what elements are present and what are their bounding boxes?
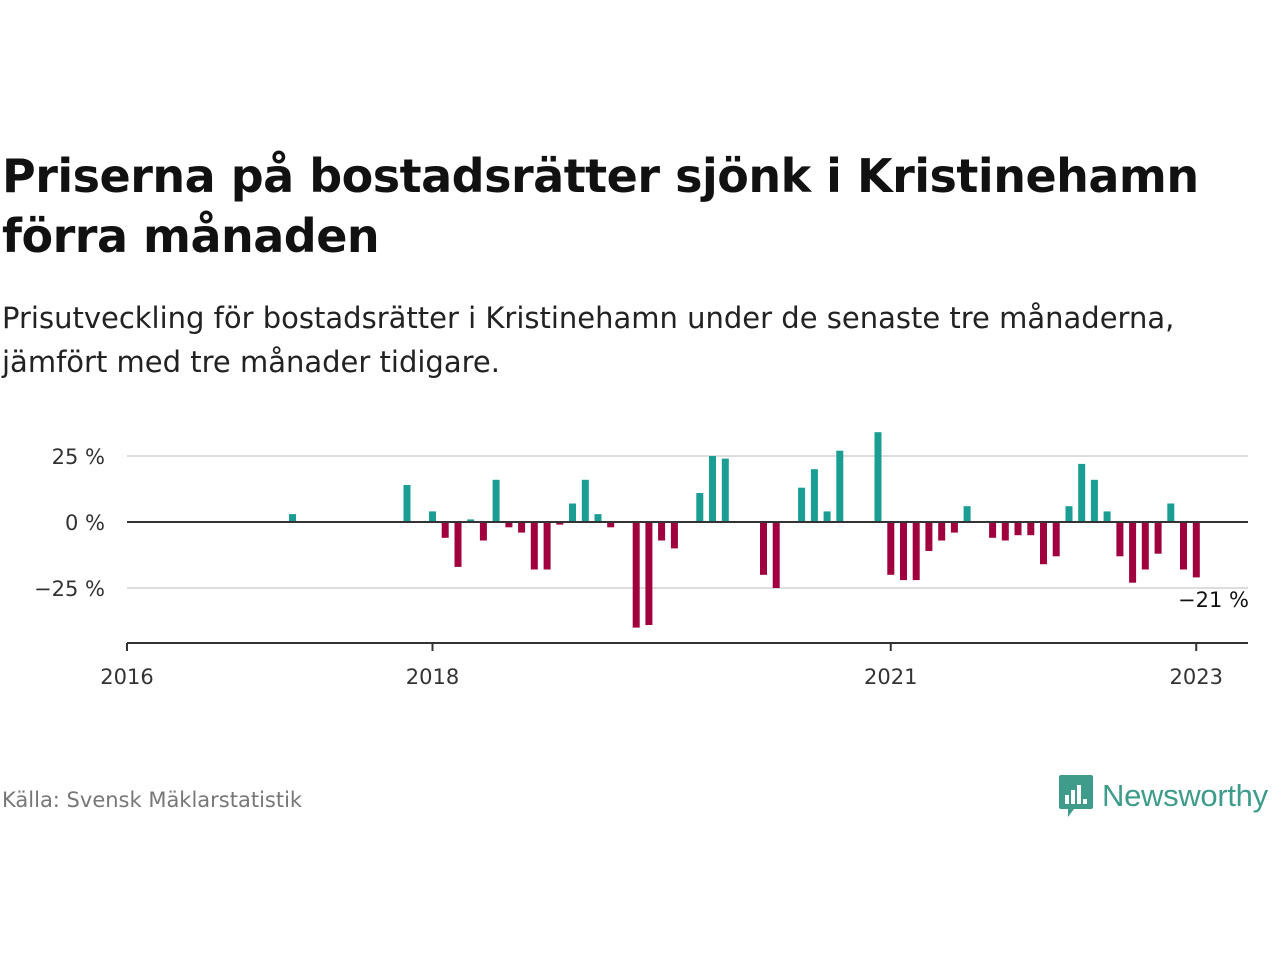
bar [594, 514, 602, 522]
brand-logo[interactable]: Newsworthy [1058, 772, 1268, 820]
bar [1090, 479, 1098, 522]
bar [556, 522, 564, 525]
bar [670, 522, 678, 549]
y-tick-label: 0 % [65, 511, 105, 535]
bar [1078, 463, 1086, 522]
bar [492, 479, 500, 522]
bar [1065, 506, 1073, 522]
bar [518, 522, 526, 533]
y-tick-label: 25 % [52, 445, 105, 469]
gridlines [127, 455, 1248, 589]
chart-subtitle: Prisutveckling för bostadsrätter i Krist… [2, 301, 1175, 379]
bar [454, 522, 462, 567]
bar-chart: 25 % 0 % −25 % 2016 2018 2021 2023 −21 % [34, 432, 1249, 689]
bar [632, 522, 640, 628]
bar [900, 522, 907, 581]
bar [543, 522, 551, 570]
bar [989, 522, 997, 538]
bar [912, 522, 920, 581]
bar [721, 458, 729, 522]
axis-labels: 25 % 0 % −25 % 2016 2018 2021 2023 −21 % [34, 445, 1249, 689]
bar [1040, 522, 1047, 565]
bar [289, 514, 296, 522]
bar [709, 456, 716, 522]
x-tick-label: 2021 [864, 665, 917, 689]
bar [645, 522, 653, 625]
bar [530, 522, 538, 570]
bar [658, 522, 666, 541]
bar [798, 487, 806, 522]
bar [1014, 522, 1022, 536]
bar [772, 522, 780, 588]
y-tick-label: −25 % [34, 577, 105, 601]
bar [429, 511, 436, 522]
bar [1192, 522, 1200, 578]
bar [441, 522, 449, 538]
bar [1154, 522, 1162, 554]
bar [569, 503, 576, 522]
bar [581, 479, 589, 522]
bar [1116, 522, 1124, 557]
bar [938, 522, 946, 541]
bar [505, 522, 513, 528]
bar [836, 450, 844, 522]
last-value-annotation: −21 % [1178, 588, 1249, 612]
bar [874, 432, 882, 522]
source-note: Källa: Svensk Mäklarstatistik [2, 788, 303, 812]
bar [810, 469, 818, 522]
bar [925, 522, 933, 551]
bar [823, 511, 831, 522]
bar [607, 522, 615, 528]
bar [887, 522, 895, 575]
bar [760, 522, 767, 575]
bar [479, 522, 487, 541]
x-tick-label: 2023 [1170, 665, 1223, 689]
bar [950, 522, 958, 533]
bar [1027, 522, 1035, 536]
bar [1141, 522, 1149, 570]
bar [403, 485, 411, 522]
bars [289, 432, 1200, 628]
x-tick-label: 2016 [100, 665, 153, 689]
bar [696, 493, 704, 522]
bar [1052, 522, 1060, 557]
newsworthy-logo-icon [1059, 775, 1093, 817]
chart-title: Priserna på bostadsrätter sjönk i Kristi… [2, 149, 1199, 263]
bar [1129, 522, 1137, 583]
bar [1001, 522, 1009, 541]
x-tick-label: 2018 [406, 665, 459, 689]
brand-name: Newsworthy [1102, 778, 1268, 813]
bar [1103, 511, 1111, 522]
bar [1167, 503, 1175, 522]
bar [963, 506, 971, 522]
bar [1180, 522, 1187, 570]
axes [126, 521, 1248, 651]
bar [467, 519, 475, 522]
